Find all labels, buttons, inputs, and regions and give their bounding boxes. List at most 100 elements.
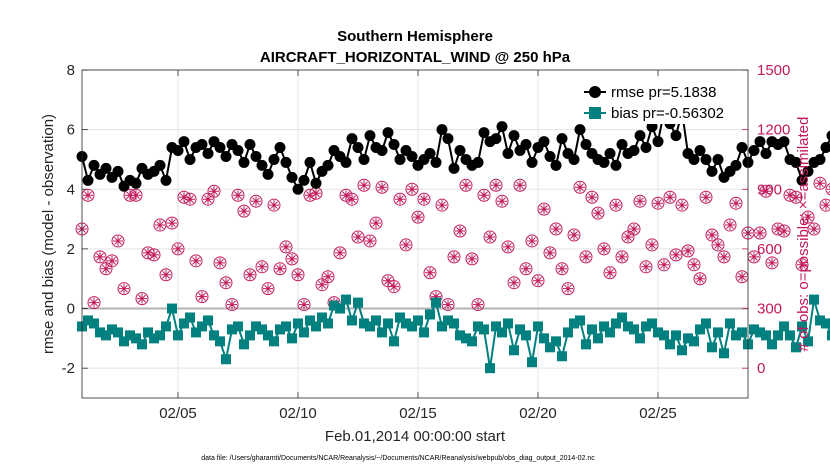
rmse-point: [172, 145, 184, 157]
assimilated-obs-point: [359, 180, 369, 191]
rmse-point: [250, 150, 262, 162]
rmse-point: [712, 153, 724, 165]
bias-point: [581, 339, 591, 350]
bias-point: [443, 315, 453, 326]
rmse-point: [424, 147, 436, 159]
bias-point: [389, 336, 399, 347]
plot-frame: [81, 69, 749, 399]
bias-point: [173, 330, 183, 341]
y2-tick-label: 600: [757, 241, 782, 258]
rmse-point: [238, 156, 250, 168]
possible-obs-point: [675, 198, 689, 212]
possible-obs-point: [93, 250, 107, 264]
assimilated-obs-point: [605, 267, 615, 278]
rmse-point: [502, 147, 514, 159]
x-tick-label: 02/10: [279, 405, 317, 422]
possible-obs-point: [195, 290, 209, 304]
assimilated-obs-point: [209, 186, 219, 197]
rmse-point: [292, 183, 304, 195]
possible-obs-point: [363, 234, 377, 248]
possible-obs-point: [387, 280, 401, 294]
bias-point: [785, 330, 795, 341]
assimilated-obs-point: [479, 190, 489, 201]
possible-obs-point: [663, 190, 677, 204]
assimilated-obs-point: [197, 291, 207, 302]
bias-point: [359, 318, 369, 329]
rmse-point: [826, 130, 830, 141]
y-axis-label: rmse and bias (model - observation): [40, 114, 57, 354]
possible-obs-point: [585, 190, 599, 204]
possible-obs-point: [165, 216, 179, 230]
assimilated-obs-point: [755, 228, 765, 239]
bias-point: [305, 315, 315, 326]
bias-point: [119, 336, 129, 347]
assimilated-obs-point: [95, 251, 105, 262]
bias-point: [449, 318, 459, 329]
bias-point: [503, 318, 513, 329]
assimilated-obs-point: [437, 200, 447, 211]
rmse-point: [280, 156, 292, 168]
assimilated-obs-point: [719, 251, 729, 262]
possible-obs-point: [207, 184, 221, 198]
assimilated-obs-point: [413, 212, 423, 223]
possible-obs-point: [285, 252, 299, 266]
rmse-point: [490, 133, 502, 145]
assimilated-obs-point: [89, 297, 99, 308]
rmse-point: [178, 136, 190, 148]
possible-obs-point: [543, 246, 557, 260]
possible-obs-point: [609, 198, 623, 212]
y-tick-label: 0: [67, 301, 75, 318]
rmse-point: [526, 156, 538, 168]
assimilated-obs-point: [611, 200, 621, 211]
possible-obs-point: [717, 250, 731, 264]
assimilated-obs-point: [653, 198, 663, 209]
chart-title: Southern Hemisphere: [337, 28, 493, 45]
bias-point: [653, 327, 663, 338]
assimilated-obs-point: [215, 257, 225, 268]
assimilated-obs-point: [365, 235, 375, 246]
possible-obs-point: [255, 260, 269, 274]
possible-obs-point: [825, 183, 830, 196]
assimilated-obs-point: [305, 190, 315, 201]
possible-obs-point: [213, 256, 227, 270]
bias-point: [95, 327, 105, 338]
series-layer: [75, 106, 830, 374]
bias-point: [113, 327, 123, 338]
bias-point: [215, 336, 225, 347]
bias-point: [647, 318, 657, 329]
possible-obs-point: [669, 248, 683, 262]
assimilated-obs-point: [239, 206, 249, 217]
rmse-point: [604, 147, 616, 159]
possible-obs-point: [753, 226, 767, 240]
possible-obs-point: [807, 222, 821, 236]
assimilated-obs-point: [467, 253, 477, 264]
y-tick-label: 4: [67, 181, 75, 198]
possible-obs-point: [171, 242, 185, 256]
bias-point: [527, 357, 537, 368]
assimilated-obs-point: [521, 263, 531, 274]
possible-obs-point: [555, 262, 569, 276]
assimilated-obs-point: [395, 194, 405, 205]
possible-obs-point: [603, 266, 617, 280]
y2-axis-label: # of obs: o=possible; ×=assimilated: [795, 117, 812, 352]
rmse-point: [454, 145, 466, 157]
assimilated-obs-point: [143, 247, 153, 258]
bias-point: [407, 321, 417, 332]
bias-point: [467, 336, 477, 347]
bias-point: [737, 327, 747, 338]
bias-point: [341, 294, 351, 305]
bias-point: [677, 345, 687, 356]
rmse-point: [610, 159, 622, 171]
rmse-point: [220, 150, 232, 162]
possible-obs-point: [633, 194, 647, 208]
possible-obs-point: [651, 196, 665, 210]
bias-point: [317, 312, 327, 323]
assimilated-obs-point: [581, 251, 591, 262]
assimilated-obs-point: [569, 229, 579, 240]
data-file-footer: data file: /Users/gharamti/Documents/NCA…: [201, 455, 595, 462]
bias-point: [671, 330, 681, 341]
assimilated-obs-point: [533, 275, 543, 286]
rmse-point: [286, 171, 298, 183]
bias-point: [161, 321, 171, 332]
bias-point: [641, 321, 651, 332]
